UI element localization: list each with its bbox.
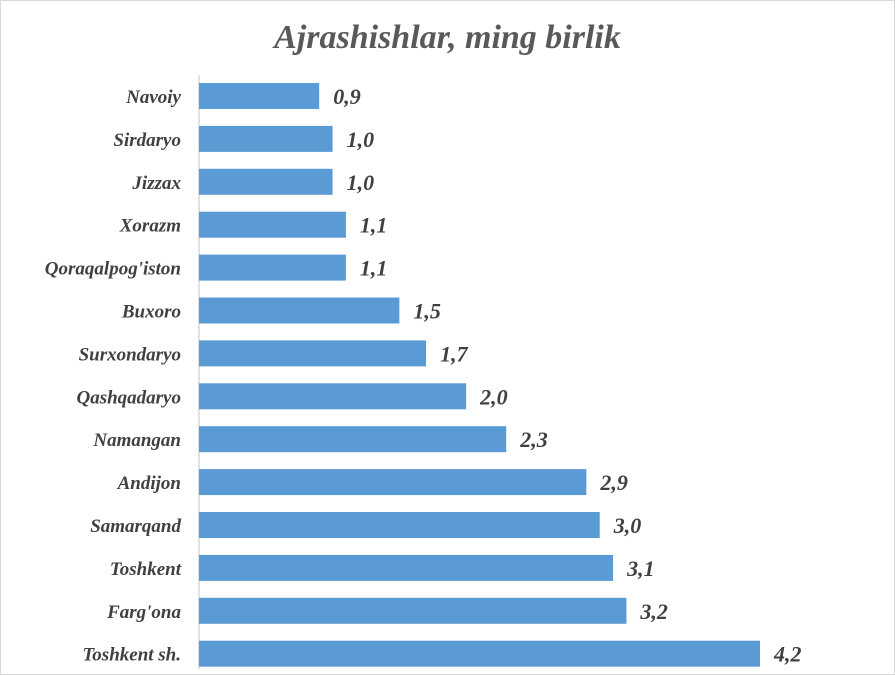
bar xyxy=(199,597,627,624)
category-tick-label: Sirdaryo xyxy=(113,130,181,151)
bar xyxy=(199,469,587,496)
bar xyxy=(199,125,333,152)
bar xyxy=(199,211,346,238)
data-label: 0,9 xyxy=(333,84,361,109)
data-label: 1,1 xyxy=(360,256,388,281)
category-tick-label: Qashqadaryo xyxy=(76,387,181,408)
category-tick-label: Namangan xyxy=(92,430,181,451)
category-tick-label: Samarqand xyxy=(90,516,181,537)
bar xyxy=(199,554,614,581)
chart-title: Ajrashishlar, ming birlik xyxy=(274,19,621,56)
data-label: 2,9 xyxy=(599,470,628,495)
data-label: 1,5 xyxy=(413,299,441,324)
category-tick-label: Surxondaryo xyxy=(79,344,181,365)
category-tick-label: Toshkent xyxy=(110,559,182,580)
data-label: 4,2 xyxy=(773,642,802,667)
bar xyxy=(199,254,346,281)
bar xyxy=(199,168,333,195)
category-tick-label: Andijon xyxy=(117,473,181,494)
category-tick-label: Xorazm xyxy=(119,216,181,237)
data-label: 2,0 xyxy=(479,384,508,409)
bar xyxy=(199,340,427,367)
bar xyxy=(199,83,320,109)
bar xyxy=(199,383,467,410)
data-label: 2,3 xyxy=(519,427,548,452)
data-label: 1,0 xyxy=(347,127,375,152)
bar xyxy=(199,512,600,538)
bar xyxy=(199,640,760,667)
bar xyxy=(199,297,400,324)
data-label: 1,7 xyxy=(440,341,469,366)
category-tick-label: Buxoro xyxy=(121,302,181,323)
data-label: 3,0 xyxy=(613,513,642,538)
data-label: 1,1 xyxy=(360,213,388,238)
data-label: 1,0 xyxy=(347,170,375,195)
data-label: 3,1 xyxy=(626,556,655,581)
category-tick-label: Farg'ona xyxy=(106,602,181,623)
category-tick-label: Qoraqalpog'iston xyxy=(45,259,181,280)
data-label: 3,2 xyxy=(639,599,668,624)
bar xyxy=(199,426,507,453)
category-tick-label: Navoiy xyxy=(125,87,181,108)
category-tick-label: Jizzax xyxy=(131,173,181,194)
category-tick-label: Toshkent sh. xyxy=(82,645,181,666)
